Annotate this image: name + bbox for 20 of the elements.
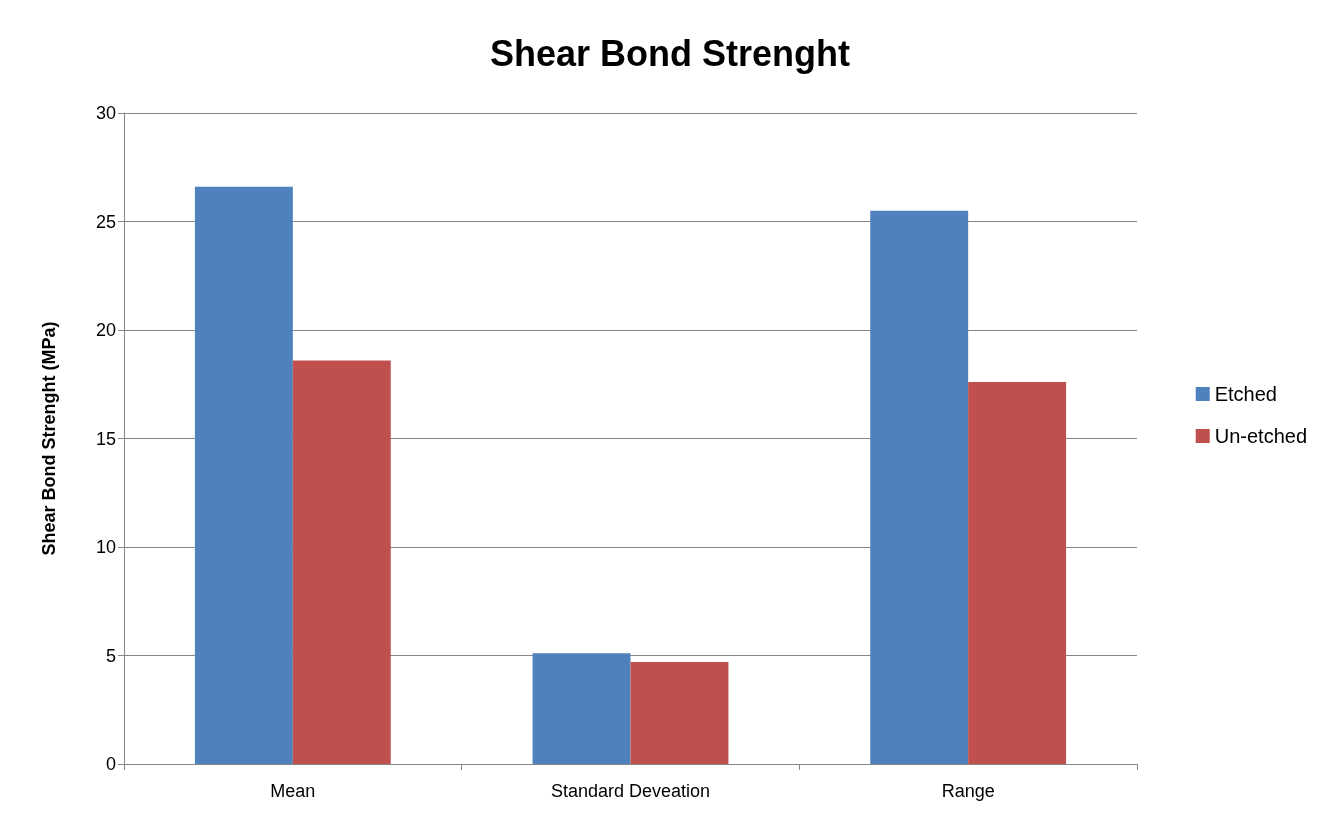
y-tick-label: 20 bbox=[95, 320, 116, 340]
x-tick-label: Range bbox=[941, 781, 995, 801]
y-tick-label: 30 bbox=[95, 103, 116, 123]
bar bbox=[870, 210, 969, 764]
y-tick-label: 25 bbox=[95, 211, 116, 232]
x-tick-label: Standard Deveation bbox=[550, 781, 711, 801]
y-tick-label: 15 bbox=[95, 428, 116, 449]
y-tick-label: 10 bbox=[95, 537, 116, 557]
bar bbox=[968, 382, 1067, 764]
x-tick-label: Mean bbox=[270, 781, 316, 801]
legend-label: Etched bbox=[1214, 383, 1277, 405]
bar bbox=[292, 360, 391, 764]
bar bbox=[532, 653, 631, 764]
legend-label: Un-etched bbox=[1214, 425, 1308, 447]
y-axis-title: Shear Bond Strenght (MPa) bbox=[39, 321, 59, 556]
bar bbox=[194, 186, 293, 764]
y-tick-label: 0 bbox=[105, 754, 116, 774]
y-tick-label: 5 bbox=[105, 645, 116, 666]
bar bbox=[630, 662, 729, 764]
chart-title: Shear Bond Strenght bbox=[489, 32, 851, 74]
